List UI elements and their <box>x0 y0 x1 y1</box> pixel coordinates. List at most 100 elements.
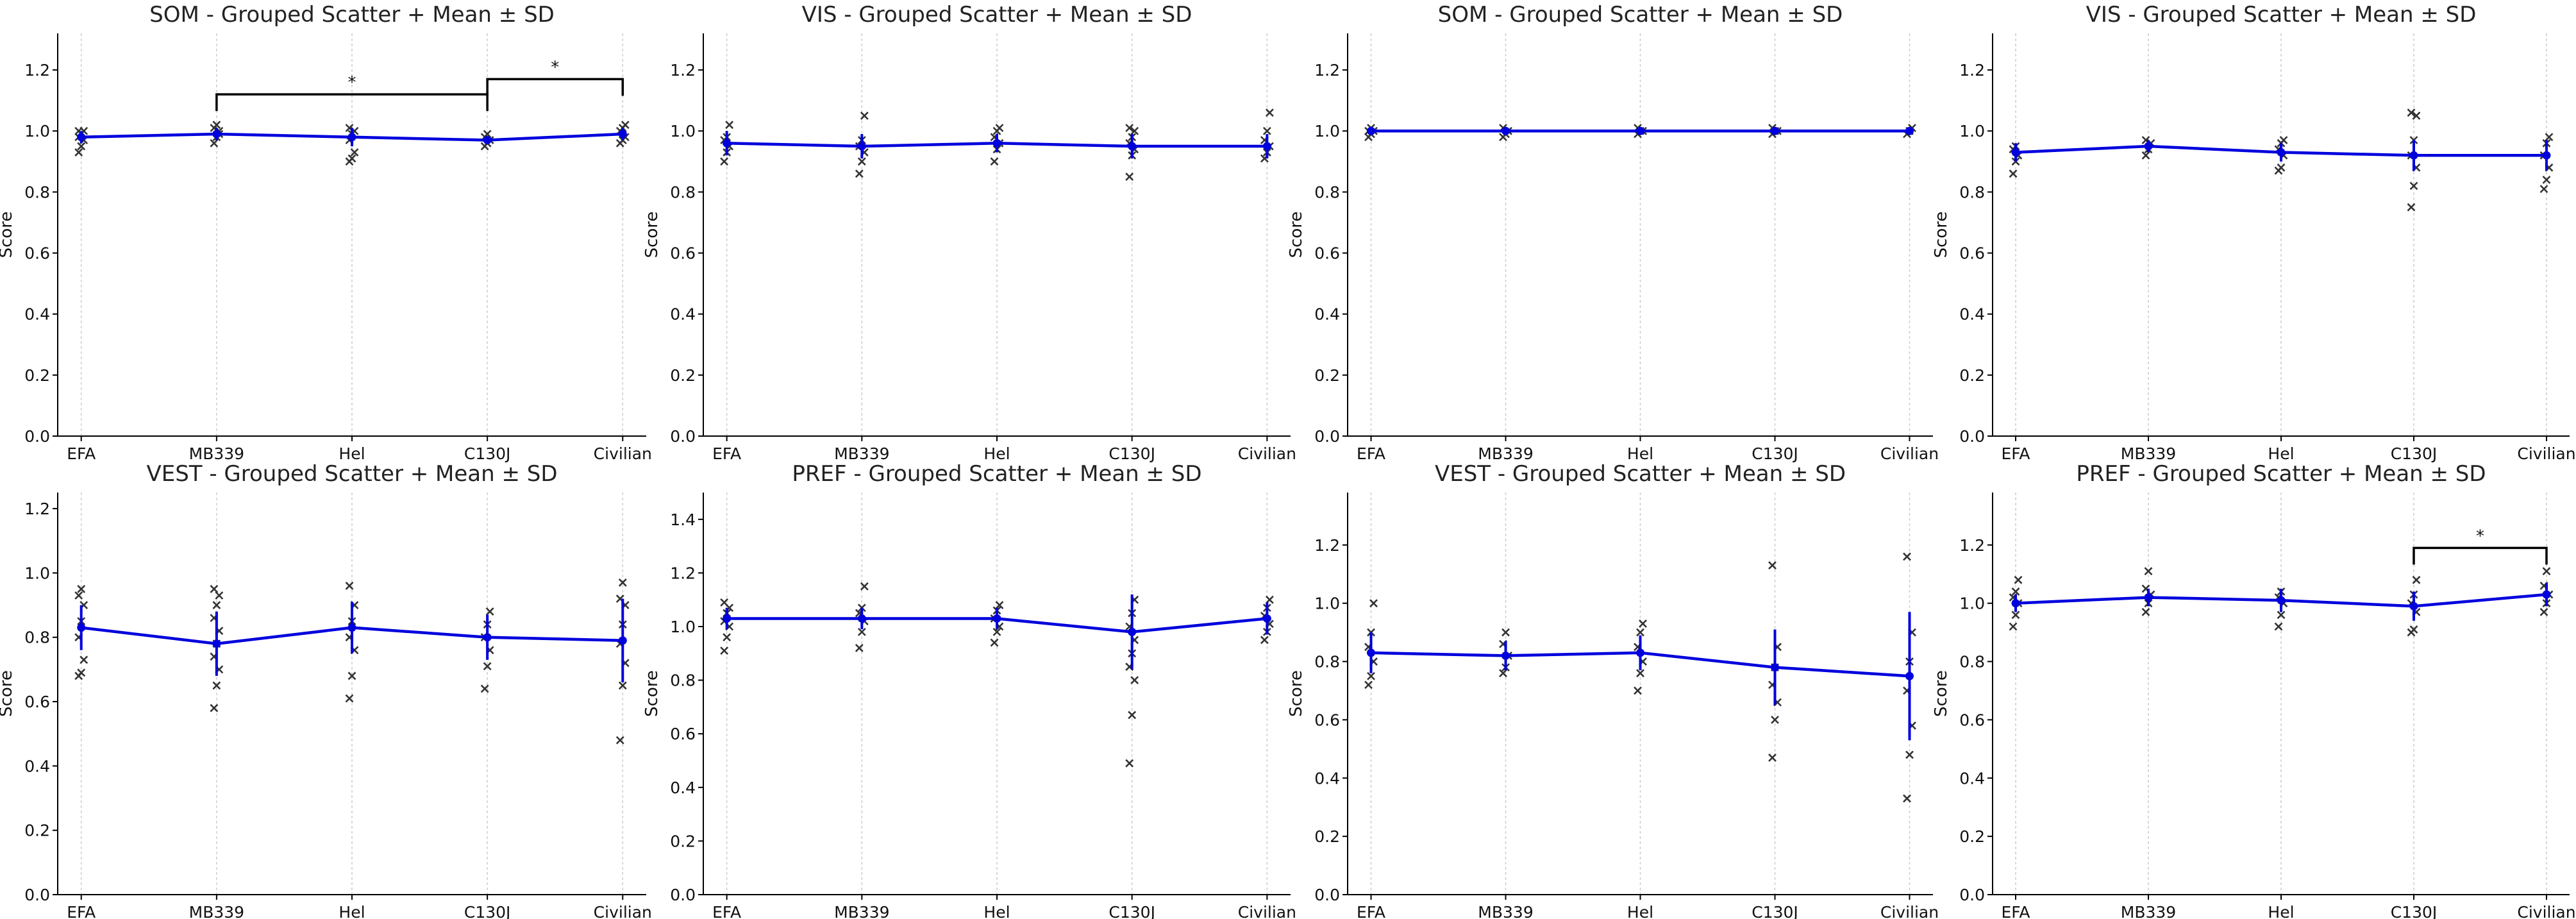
data-point <box>618 681 627 690</box>
data-point <box>212 681 221 690</box>
panel-4: VIS - Grouped Scatter + Mean ± SD Score 0.… <box>1932 2 2576 463</box>
x-tick-label: Hel <box>339 444 365 463</box>
data-point <box>2011 587 2020 596</box>
data-point <box>2141 607 2150 616</box>
data-point <box>2412 112 2421 120</box>
data-point <box>1905 750 1914 759</box>
mean-marker <box>1636 126 1644 135</box>
panel-title: SOM - Grouped Scatter + Mean ± SD <box>1438 2 1843 28</box>
data-point <box>1265 108 1274 117</box>
x-tick-label: MB339 <box>834 444 889 463</box>
x-tick-label: C130J <box>2391 903 2438 919</box>
data-point <box>2409 181 2418 190</box>
panel-7: VEST - Grouped Scatter + Mean ± SD Score 0… <box>1287 461 1939 919</box>
y-tick-label: 1.4 <box>670 510 696 529</box>
y-tick-label: 0.6 <box>24 693 50 711</box>
data-point <box>210 585 219 593</box>
y-tick-label: 0.2 <box>670 832 696 850</box>
data-point <box>2542 567 2551 576</box>
data-point <box>2011 611 2020 620</box>
mean-marker <box>857 614 866 623</box>
data-point <box>1262 126 1271 135</box>
data-point <box>1634 686 1642 695</box>
x-tick-label: Hel <box>1627 903 1653 919</box>
significance-bracket <box>486 78 624 96</box>
x-tick-label: C130J <box>1108 444 1155 463</box>
mean-marker <box>483 136 492 145</box>
mean-marker <box>1128 142 1137 151</box>
data-point <box>860 582 869 591</box>
mean-marker <box>618 130 627 139</box>
y-tick-label: 0.2 <box>1314 827 1340 846</box>
x-tick-label: Civilian <box>594 903 652 919</box>
data-point <box>1130 126 1139 135</box>
significance-label: * <box>348 73 356 92</box>
y-tick-label: 1.0 <box>1959 594 1985 613</box>
x-tick-label: MB339 <box>1478 903 1533 919</box>
mean-marker <box>2144 593 2153 602</box>
data-point <box>1265 595 1274 604</box>
mean-marker <box>2542 590 2551 599</box>
y-tick-label: 0.4 <box>1314 305 1340 324</box>
y-tick-label: 0.6 <box>1959 244 1985 263</box>
data-point <box>485 607 494 616</box>
y-tick-label: 1.2 <box>1314 536 1340 555</box>
data-point <box>2009 169 2018 178</box>
mean-marker <box>347 133 356 142</box>
y-tick-label: 0.2 <box>1959 827 1985 846</box>
panel-title: SOM - Grouped Scatter + Mean ± SD <box>149 2 555 28</box>
data-point <box>1260 636 1269 645</box>
data-point <box>995 124 1004 132</box>
y-tick-label: 0.4 <box>24 757 50 775</box>
mean-marker <box>1905 671 1914 680</box>
data-point <box>2409 136 2418 144</box>
y-axis-label: Score <box>0 212 16 258</box>
y-tick-label: 0.2 <box>1959 366 1985 385</box>
y-tick-label: 0.4 <box>1959 769 1985 788</box>
data-point <box>615 736 624 745</box>
y-tick-label: 0.8 <box>24 628 50 647</box>
data-point <box>2539 607 2548 616</box>
panel-8: PREF - Grouped Scatter + Mean ± SD Score 0… <box>1932 461 2576 919</box>
data-point <box>2542 175 2551 184</box>
data-point <box>2141 151 2150 160</box>
data-point <box>347 671 356 680</box>
mean-marker <box>1770 126 1779 135</box>
data-point <box>720 598 729 607</box>
data-point <box>860 112 869 120</box>
y-tick-label: 1.0 <box>1314 122 1340 140</box>
y-tick-label: 0.4 <box>24 305 50 324</box>
data-point <box>1636 628 1644 637</box>
mean-marker <box>483 633 492 642</box>
mean-marker <box>618 636 627 645</box>
mean-marker <box>1905 126 1914 135</box>
significance-label: * <box>551 58 559 77</box>
data-point <box>720 157 729 166</box>
panel-title: VIS - Grouped Scatter + Mean ± SD <box>802 2 1192 28</box>
x-tick-label: C130J <box>1752 444 1798 463</box>
x-tick-label: C130J <box>2391 444 2438 463</box>
data-point <box>855 169 864 178</box>
x-tick-label: MB339 <box>189 903 244 919</box>
panel-title: VIS - Grouped Scatter + Mean ± SD <box>2086 2 2477 28</box>
data-point <box>74 148 83 156</box>
y-tick-label: 0.6 <box>670 725 696 743</box>
y-tick-label: 0.6 <box>1314 711 1340 729</box>
y-tick-label: 0.6 <box>670 244 696 263</box>
data-point <box>1369 599 1378 608</box>
y-axis-label: Score <box>642 212 662 258</box>
y-tick-label: 0.2 <box>670 366 696 385</box>
x-tick-label: C130J <box>464 444 511 463</box>
mean-marker <box>723 139 732 148</box>
data-point <box>77 142 86 151</box>
x-tick-label: EFA <box>67 903 96 919</box>
data-point <box>2412 575 2421 584</box>
data-point <box>215 591 224 600</box>
x-tick-label: Civilian <box>2517 903 2575 919</box>
data-point <box>857 157 866 166</box>
y-tick-label: 0.0 <box>1959 886 1985 904</box>
y-tick-label: 0.0 <box>1314 886 1340 904</box>
mean-marker <box>77 133 86 142</box>
significance-bracket <box>2413 546 2548 565</box>
